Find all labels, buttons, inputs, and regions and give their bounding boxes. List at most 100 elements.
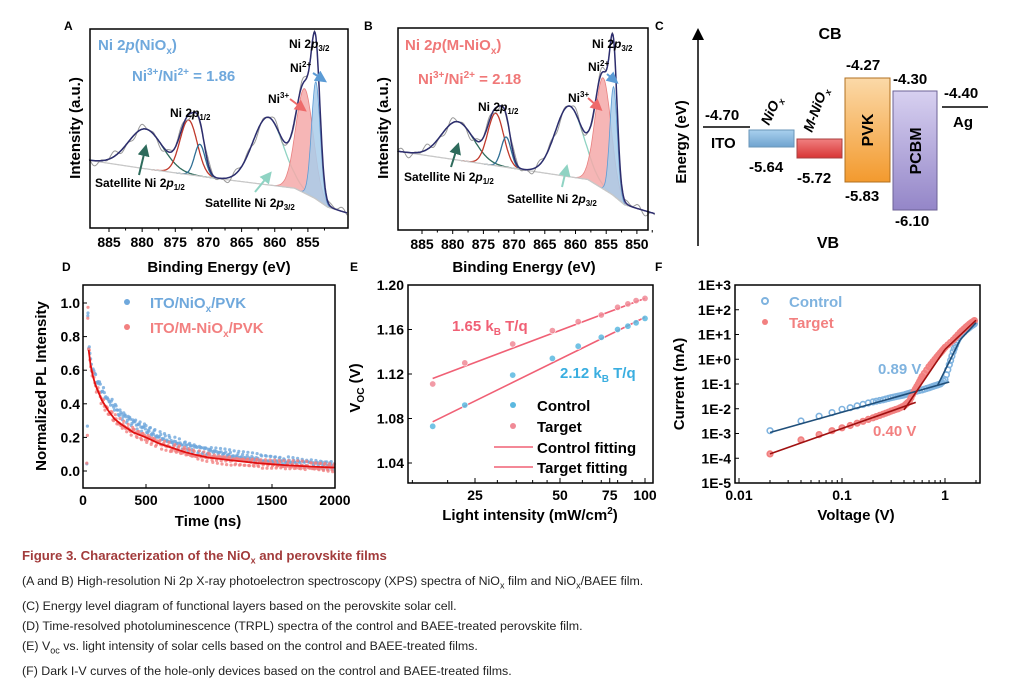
data-point-control	[148, 426, 152, 430]
pvk-label: PVK	[860, 113, 877, 146]
annotation-ni-2p12: Ni 2p1/2	[478, 100, 519, 116]
plot-frame	[397, 27, 649, 231]
x-tick-label: 500	[134, 492, 158, 508]
y-axis-label: Intensity (a.u.)	[67, 77, 84, 179]
component-curve-satellite-ni-2p1-2	[397, 120, 524, 171]
x-tick-label: 860	[263, 234, 287, 250]
y-tick-label: 1.20	[377, 277, 404, 293]
x-tick-label: 870	[502, 236, 526, 252]
ratio-label: Ni3+/Ni2+ = 1.86	[132, 67, 235, 85]
raw-spectrum	[88, 29, 348, 216]
voc-plot-area	[429, 294, 649, 430]
annotation-ni-2p12: Ni 2p1/2	[170, 106, 211, 122]
panel-a-xps-nio: 885 880 875 870 865 860 855 Binding Energy (eV…	[67, 28, 349, 276]
data-point-target	[126, 422, 130, 426]
fitted-envelope	[88, 30, 348, 214]
legend-label-control: Control	[537, 398, 590, 415]
data-point-control	[181, 443, 185, 447]
x-tick-label: 865	[230, 234, 254, 250]
data-point-target	[429, 380, 437, 388]
legend-label-target: Target	[537, 419, 582, 436]
x-tick-label: 0.01	[725, 487, 752, 503]
m-nio-band	[796, 138, 843, 159]
data-point-control	[86, 311, 90, 315]
data-point-target	[164, 448, 168, 452]
annotation-ni-2p32: Ni 2p3/2	[289, 37, 330, 53]
caption-line-c: (C) Energy level diagram of functional l…	[22, 598, 457, 613]
y-tick-label: 0.4	[61, 396, 81, 412]
data-point-target	[158, 438, 162, 442]
x-tick-label: 875	[472, 236, 496, 252]
data-point-target	[252, 464, 256, 468]
legend-label-target: ITO/M-NiOx/PVK	[150, 320, 264, 340]
data-point-target	[211, 460, 215, 464]
x-tick-label: 870	[197, 234, 221, 250]
pcbm-cb-value: -4.30	[893, 71, 927, 88]
data-point-control	[291, 456, 295, 460]
y-tick-label: 1E+1	[698, 327, 731, 343]
data-point-target	[225, 463, 229, 467]
y-axis-label: Intensity (a.u.)	[375, 77, 392, 179]
annotation-ni3plus: Ni3+	[268, 91, 289, 106]
data-point-target	[317, 468, 321, 472]
data-point-target	[299, 467, 303, 471]
data-point-target	[135, 435, 139, 440]
y-tick-label: 1.0	[61, 295, 81, 311]
data-point-control	[597, 333, 605, 341]
m-nio-label: M-NiOx	[800, 84, 834, 135]
data-point-control	[85, 424, 89, 428]
data-point-control	[119, 412, 124, 416]
data-point-control	[101, 386, 106, 390]
data-point-target	[305, 459, 309, 463]
data-point-target	[461, 359, 469, 367]
data-point-control	[159, 432, 163, 437]
xps-plot-area	[88, 29, 348, 216]
data-point-target	[140, 438, 144, 442]
data-point-target	[246, 457, 250, 461]
annotation-ni2plus: Ni2+	[588, 59, 609, 74]
x-tick-label: 50	[552, 487, 568, 503]
data-point-target	[167, 440, 171, 444]
data-point-target	[331, 470, 335, 474]
cb-label: CB	[818, 26, 841, 43]
x-tick-label: 2000	[319, 492, 350, 508]
legend-marker-control	[510, 402, 516, 408]
x-tick-label: 855	[595, 236, 619, 252]
sample-title: Ni 2p(M-NiOx)	[405, 37, 501, 57]
arrow-satellite-2p12	[449, 142, 461, 168]
panel-letter-a: A	[64, 19, 73, 33]
data-point-control	[134, 418, 138, 422]
arrow-ni3plus	[587, 97, 603, 112]
data-point-target	[113, 413, 117, 417]
data-point-target	[247, 464, 252, 468]
fit-line-target	[432, 297, 646, 380]
data-point-control	[286, 455, 290, 459]
data-point-control	[224, 450, 228, 454]
data-point-control	[509, 371, 517, 379]
data-point-target	[321, 468, 326, 473]
data-point-control	[143, 427, 147, 431]
arrow-ni2plus	[605, 71, 619, 84]
x-tick-label: 850	[625, 236, 649, 252]
fit-line-target	[903, 348, 946, 411]
fitted-envelope	[397, 32, 655, 215]
data-point-control	[135, 427, 139, 431]
annotation-ni2plus: Ni2+	[290, 60, 311, 75]
data-point-control	[116, 408, 120, 412]
data-point-control	[278, 455, 282, 459]
data-point-control	[632, 319, 640, 327]
data-point-control	[245, 453, 249, 457]
data-point-target	[160, 447, 164, 451]
data-point-target	[286, 459, 290, 463]
data-point-target	[273, 458, 277, 462]
data-point-control	[766, 427, 774, 435]
data-point-target	[574, 318, 582, 326]
legend-label-control: Control	[789, 294, 842, 311]
x-axis-label: Time (ns)	[175, 513, 241, 530]
data-point-target	[188, 448, 192, 452]
iv-plot-area	[766, 317, 979, 458]
data-point-target	[208, 452, 212, 456]
y-tick-label: 1E-2	[701, 401, 731, 417]
data-point-target	[314, 461, 318, 465]
data-point-control	[273, 455, 277, 459]
